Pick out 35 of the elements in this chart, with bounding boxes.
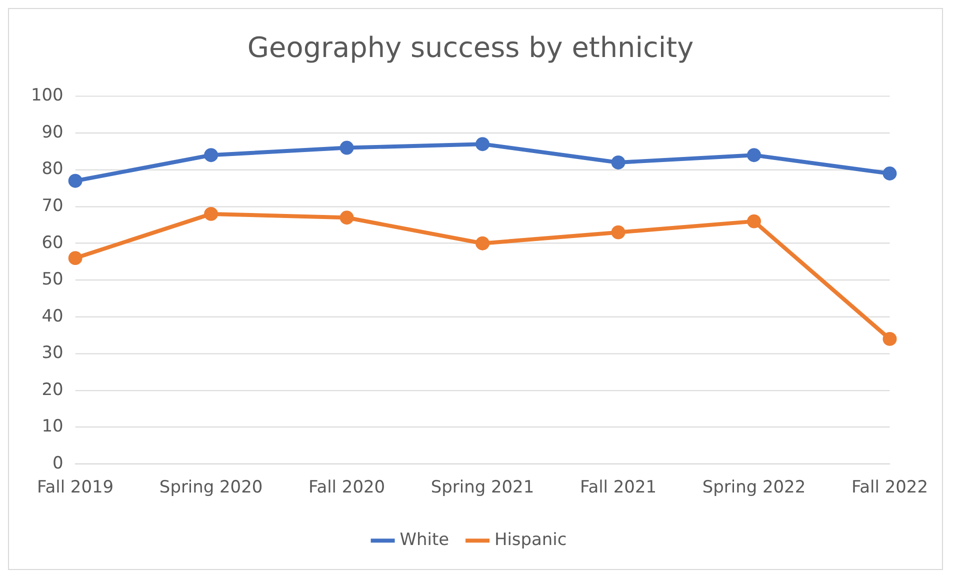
point — [204, 206, 218, 221]
y-tick-label: 90 — [42, 121, 64, 142]
point — [882, 166, 897, 180]
point — [476, 236, 490, 250]
point — [882, 332, 897, 346]
y-tick-label: 70 — [42, 195, 64, 215]
x-tick-label: Fall 2020 — [308, 476, 386, 496]
x-tick-label: Fall 2019 — [37, 476, 114, 496]
x-tick-label: Fall 2021 — [580, 476, 657, 496]
x-tick-label: Fall 2022 — [851, 476, 928, 496]
point — [68, 251, 82, 266]
y-tick-label: 60 — [42, 232, 64, 252]
point — [340, 140, 354, 155]
point — [340, 210, 354, 225]
y-tick-label: 100 — [30, 84, 64, 105]
legend-label: White — [400, 529, 450, 550]
point — [747, 148, 761, 162]
y-tick-label: 10 — [42, 416, 64, 436]
y-tick-label: 50 — [42, 268, 64, 289]
y-tick-label: 80 — [42, 158, 64, 178]
point — [204, 148, 218, 162]
x-tick-label: Spring 2020 — [159, 476, 263, 496]
legend-label: Hispanic — [494, 529, 567, 550]
chart-title: Geography success by ethnicity — [247, 30, 694, 64]
point — [611, 155, 626, 170]
y-tick-label: 40 — [42, 305, 64, 326]
x-tick-label: Spring 2021 — [430, 476, 534, 496]
y-tick-label: 20 — [42, 378, 64, 399]
x-tick-label: Spring 2022 — [702, 476, 806, 496]
point — [476, 137, 490, 152]
y-tick-label: 0 — [52, 452, 64, 472]
point — [747, 214, 761, 228]
y-tick-label: 30 — [42, 342, 64, 362]
point — [611, 225, 626, 240]
point — [68, 174, 82, 188]
